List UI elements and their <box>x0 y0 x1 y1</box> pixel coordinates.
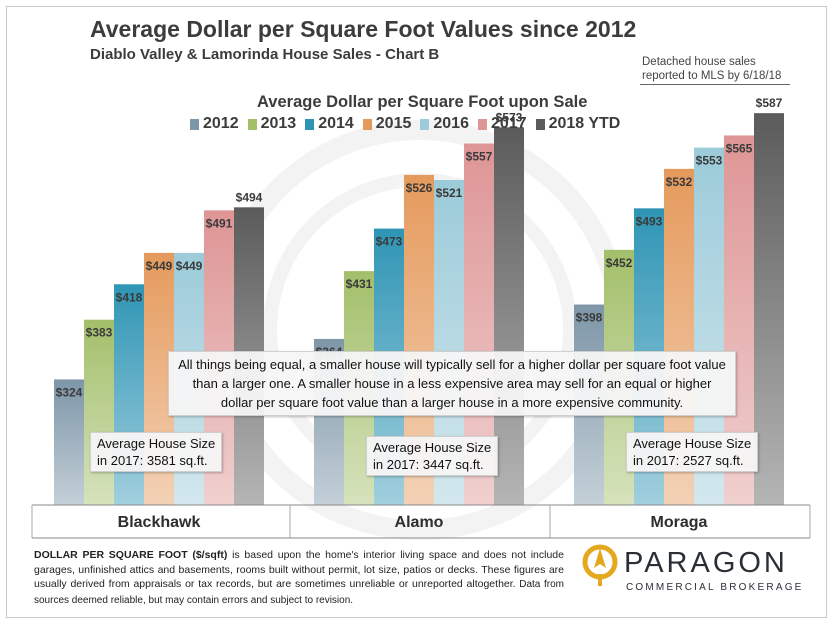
bar-shading <box>54 379 84 505</box>
bar-value-label: $431 <box>346 277 373 291</box>
legend-swatch <box>247 118 257 130</box>
explanation-callout: All things being equal, a smaller house … <box>168 351 736 416</box>
house-size-callout-line1: Average House Size <box>97 436 216 451</box>
bar-shading <box>494 127 524 506</box>
legend-item-2013: 2013 <box>247 115 297 133</box>
house-size-callout-line2: in 2017: 2527 sq.ft. <box>633 453 744 468</box>
legend-label: 2016 <box>433 115 469 132</box>
house-size-callout-moraga: Average House Size in 2017: 2527 sq.ft. <box>626 432 759 472</box>
legend-swatch <box>535 118 545 130</box>
house-size-callout-line1: Average House Size <box>633 436 752 451</box>
legend-label: 2013 <box>260 115 297 132</box>
category-label-blackhawk: Blackhawk <box>118 514 201 531</box>
legend-item-2014: 2014 <box>305 115 354 133</box>
bar-value-label: $473 <box>376 235 403 249</box>
house-size-callout-blackhawk: Average House Size in 2017: 3581 sq.ft. <box>90 432 223 472</box>
legend-swatch <box>362 118 372 130</box>
house-size-callout-line2: in 2017: 3447 sq.ft. <box>373 457 484 472</box>
bar-value-label: $418 <box>116 290 143 304</box>
bar-label-group: $324$383$418$449$449$491$494$364$431$473… <box>56 96 783 399</box>
paragon-logo-icon <box>582 544 618 586</box>
legend-item-2018-ytd: 2018 YTD <box>535 115 621 133</box>
chart-legend: 2012 2013 2014 2015 2016 2017 2018 YTD <box>190 115 620 133</box>
legend-item-2017: 2017 <box>477 115 527 133</box>
legend-item-2015: 2015 <box>362 115 412 133</box>
page-subtitle: Diablo Valley & Lamorinda House Sales - … <box>90 46 440 63</box>
house-size-callout-line1: Average House Size <box>373 440 492 455</box>
bar-shading <box>84 319 114 505</box>
legend-item-2016: 2016 <box>420 115 469 133</box>
bar-value-label: $587 <box>756 96 783 110</box>
bar-value-label: $553 <box>696 154 723 168</box>
bar-value-label: $493 <box>636 214 663 228</box>
footnote: DOLLAR PER SQUARE FOOT ($/sqft) is based… <box>34 548 564 608</box>
bar-value-label: $557 <box>466 150 493 164</box>
bar-value-label: $491 <box>206 216 233 230</box>
data-source-note: Detached house sales reported to MLS by … <box>642 55 802 83</box>
bar-value-label: $452 <box>606 256 633 270</box>
logo-tagline: COMMERCIAL BROKERAGE <box>626 582 804 593</box>
logo-wordmark: PARAGON <box>624 547 788 579</box>
house-size-callout-alamo: Average House Size in 2017: 3447 sq.ft. <box>366 436 499 476</box>
bar-value-label: $526 <box>406 181 433 195</box>
bar-value-label: $565 <box>726 141 753 155</box>
legend-swatch <box>305 118 315 130</box>
legend-swatch <box>190 118 199 130</box>
bar-value-label: $494 <box>236 190 263 204</box>
legend-label: 2017 <box>490 115 527 132</box>
category-label-moraga: Moraga <box>651 514 708 531</box>
note-underline <box>640 84 790 85</box>
legend-label: 2014 <box>318 115 354 132</box>
bar-shading <box>754 113 784 505</box>
bar-value-label: $383 <box>86 326 113 340</box>
footnote-disclaimer: Data from sources deemed reliable, but m… <box>34 579 564 606</box>
bar-value-label: $573 <box>496 110 523 124</box>
footnote-heading: DOLLAR PER SQUARE FOOT ($/sqft) <box>34 549 228 561</box>
chart-title: Average Dollar per Square Foot upon Sale <box>257 93 588 111</box>
legend-label: 2018 YTD <box>548 115 621 132</box>
bar-value-label: $521 <box>436 186 463 200</box>
page-title: Average Dollar per Square Foot Values si… <box>90 16 637 42</box>
footnote-body: is based upon the home's interior living… <box>34 549 564 590</box>
legend-label: 2015 <box>375 115 412 132</box>
data-source-note-line2: reported to MLS by 6/18/18 <box>642 70 782 82</box>
bar-value-label: $449 <box>176 259 203 273</box>
bar-value-label: $324 <box>56 385 83 399</box>
category-labels: Blackhawk Alamo Moraga <box>118 514 708 531</box>
bar-value-label: $449 <box>146 259 173 273</box>
bar-value-label: $532 <box>666 175 693 189</box>
legend-swatch <box>477 118 487 130</box>
legend-label: 2012 <box>203 115 239 132</box>
house-size-callout-line2: in 2017: 3581 sq.ft. <box>97 453 208 468</box>
legend-item-2012: 2012 <box>190 115 239 133</box>
category-label-alamo: Alamo <box>395 514 444 531</box>
bar-value-label: $398 <box>576 311 603 325</box>
legend-swatch <box>420 118 430 130</box>
data-source-note-line1: Detached house sales <box>642 56 756 68</box>
